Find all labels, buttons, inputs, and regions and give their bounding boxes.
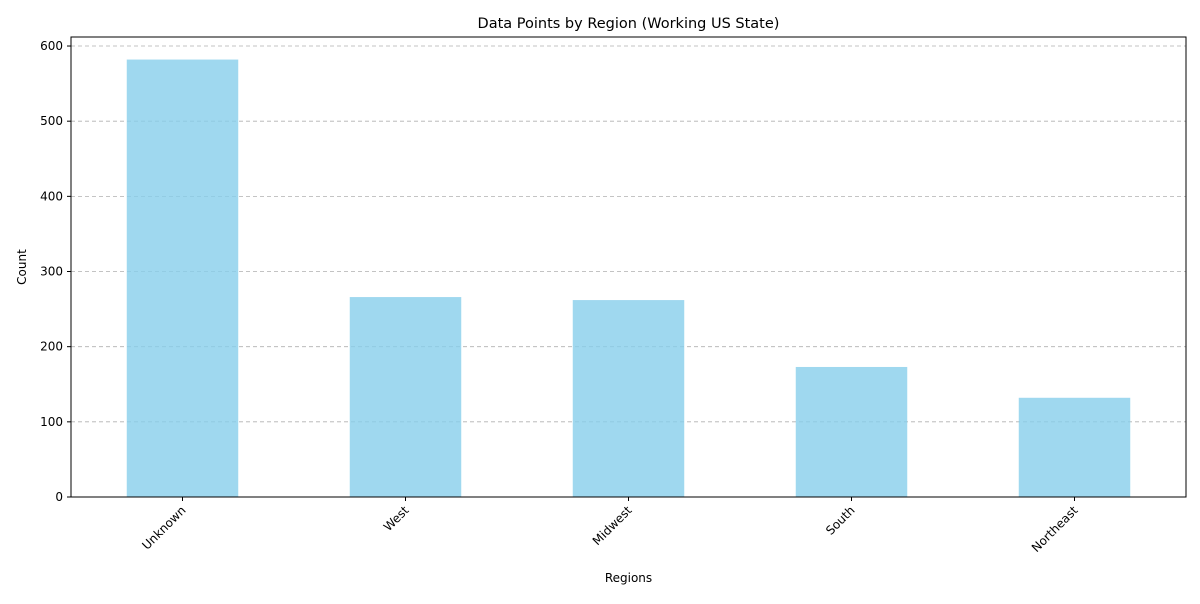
y-tick-label: 600 [40, 39, 63, 53]
x-tick-label: Unknown [139, 503, 188, 552]
x-tick-label: South [823, 503, 858, 538]
gridlines [71, 45, 1186, 423]
y-tick-label: 400 [40, 189, 63, 203]
x-tick-label: Midwest [590, 503, 635, 548]
bar-south [795, 366, 908, 497]
y-tick-label: 0 [55, 490, 63, 504]
x-axis-ticks: Unknown West Midwest South Northeast [139, 497, 1081, 555]
y-tick-label: 300 [40, 265, 63, 279]
y-tick-label: 100 [40, 415, 63, 429]
x-tick-label: Northeast [1029, 503, 1081, 555]
y-axis-ticks: 0 100 200 300 400 500 600 [40, 39, 71, 504]
y-tick-label: 500 [40, 114, 63, 128]
x-axis-title: Regions [605, 571, 652, 585]
bar-northeast [1018, 397, 1131, 497]
bar-west [349, 297, 462, 497]
y-axis-title: Count [15, 249, 29, 285]
chart-title: Data Points by Region (Working US State) [478, 16, 780, 32]
bar-midwest [572, 300, 685, 497]
bars [126, 59, 1131, 498]
bar-unknown [126, 59, 239, 498]
y-tick-label: 200 [40, 340, 63, 354]
x-tick-label: West [381, 503, 412, 534]
